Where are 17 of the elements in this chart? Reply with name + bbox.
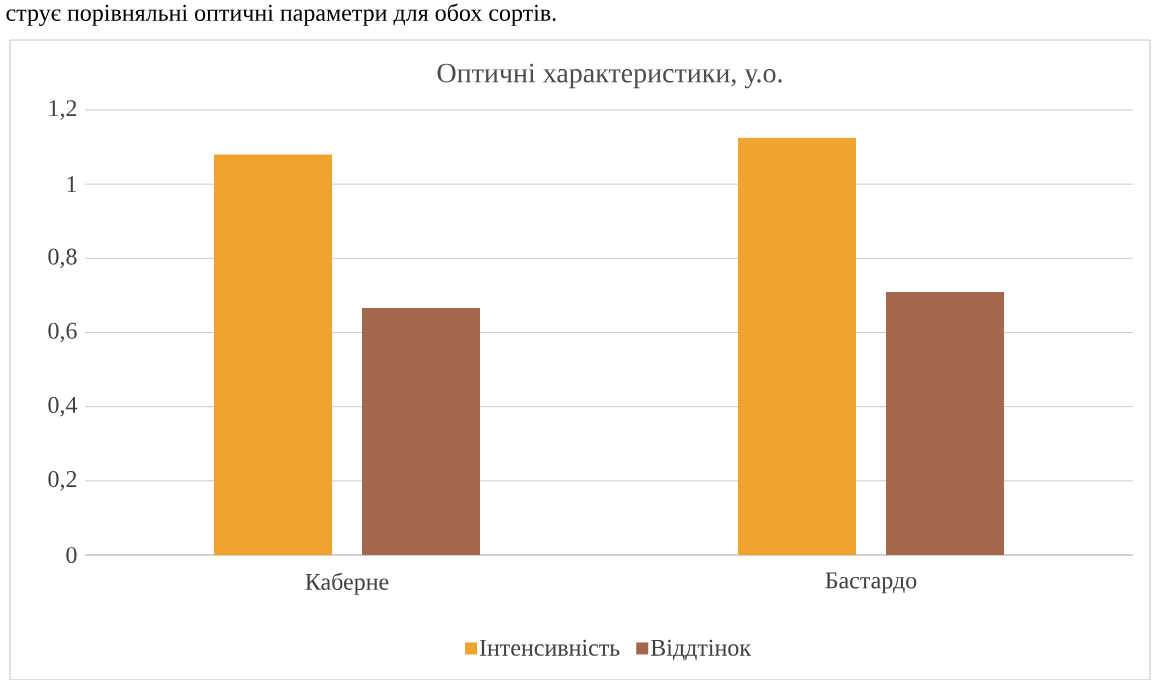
x-tick-label: Каберне bbox=[305, 572, 389, 595]
y-tick-label: 0,8 bbox=[48, 248, 77, 269]
y-tick-label: 0,4 bbox=[48, 396, 78, 417]
y-tick-label: 1 bbox=[67, 176, 77, 193]
legend-label: Віддтінок bbox=[650, 639, 752, 661]
y-tick-label: 0,6 bbox=[48, 322, 77, 343]
y-tick-label: 0,2 bbox=[48, 470, 77, 491]
x-tick-label: Бастардо bbox=[825, 572, 917, 594]
text: струє порівняльні оптичні параметри для обох сортів. bbox=[6, 3, 556, 26]
bar bbox=[214, 154, 332, 555]
chart-title: Оптичні характеристики, у.о. bbox=[437, 63, 782, 89]
y-tick-label: 0 bbox=[66, 546, 77, 564]
bar bbox=[737, 137, 856, 555]
bar bbox=[885, 292, 1004, 555]
legend-label: Інтенсивність bbox=[479, 639, 620, 656]
bar bbox=[362, 308, 480, 555]
y-tick-label: 1,2 bbox=[49, 100, 77, 120]
